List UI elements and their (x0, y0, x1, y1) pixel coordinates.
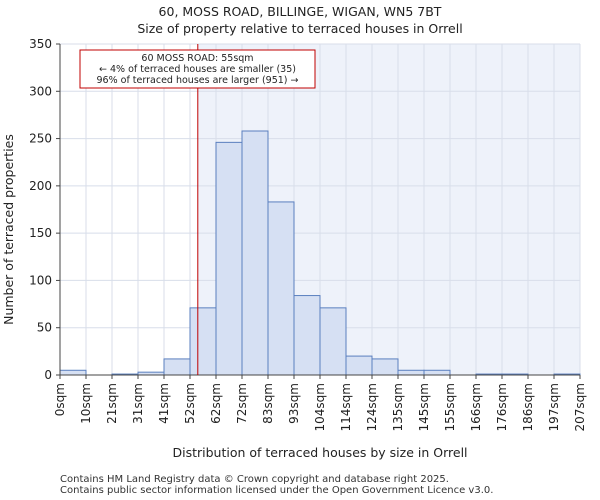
x-tick-label: 166sqm (469, 383, 483, 431)
bar (267, 201, 295, 376)
x-tick-label: 41sqm (157, 383, 171, 424)
x-tick-label: 207sqm (573, 383, 587, 431)
bar (59, 369, 87, 376)
annotation-text: 60 MOSS ROAD: 55sqm (141, 53, 253, 64)
histogram-chart: 0 50 100 150 200 250 300 350 0sqm 10sqm 21sqm 31sqm… (1, 37, 587, 460)
bar (241, 130, 269, 376)
x-tick-label: 0sqm (53, 383, 67, 416)
chart-title: 60, MOSS ROAD, BILLINGE, WIGAN, WN5 7BT (158, 4, 442, 19)
annotation-text: 96% of terraced houses are larger (951) … (97, 75, 299, 86)
y-tick-label: 300 (29, 84, 52, 98)
x-tick-label: 104sqm (313, 383, 327, 431)
x-tick-label: 197sqm (547, 383, 561, 431)
plot-area: 0 50 100 150 200 250 300 350 0sqm 10sqm 21sqm 31sqm… (1, 37, 587, 460)
y-tick-label: 100 (29, 273, 52, 287)
footer-line-2: Contains public sector information licen… (60, 485, 494, 496)
x-tick-label: 21sqm (105, 383, 119, 424)
x-axis-label: Distribution of terraced houses by size … (172, 445, 467, 460)
y-axis-label: Number of terraced properties (1, 134, 16, 325)
x-tick-label: 62sqm (209, 383, 223, 424)
x-tick-label: 93sqm (287, 383, 301, 424)
x-tick-label: 145sqm (417, 383, 431, 431)
bar (423, 369, 451, 376)
y-tick-label: 150 (29, 226, 52, 240)
x-tick-label: 52sqm (183, 383, 197, 424)
x-tick-label: 83sqm (261, 383, 275, 424)
y-tick-label: 350 (29, 37, 52, 51)
x-tick-label: 155sqm (443, 383, 457, 431)
bar (163, 358, 191, 376)
x-tick-label: 135sqm (391, 383, 405, 431)
x-tick-label: 10sqm (79, 383, 93, 424)
bar (215, 141, 243, 376)
x-tick-label: 114sqm (339, 383, 353, 431)
bar (397, 369, 425, 376)
x-tick-label: 124sqm (365, 383, 379, 431)
x-tick-label: 186sqm (521, 383, 535, 431)
bar (345, 355, 373, 376)
bar (319, 307, 347, 376)
x-tick-label: 176sqm (495, 383, 509, 431)
chart-subtitle: Size of property relative to terraced ho… (137, 21, 463, 36)
y-tick-label: 0 (44, 368, 52, 382)
annotation-box (79, 49, 316, 89)
annotation-text: ← 4% of terraced houses are smaller (35) (99, 64, 296, 75)
footer-line-1: Contains HM Land Registry data © Crown c… (60, 474, 449, 485)
bar (189, 307, 217, 376)
y-tick-label: 50 (37, 321, 52, 335)
bar (293, 295, 321, 376)
y-tick-label: 200 (29, 179, 52, 193)
y-tick-label: 250 (29, 132, 52, 146)
x-tick-label: 72sqm (235, 383, 249, 424)
x-tick-label: 31sqm (131, 383, 145, 424)
bar (371, 358, 399, 376)
